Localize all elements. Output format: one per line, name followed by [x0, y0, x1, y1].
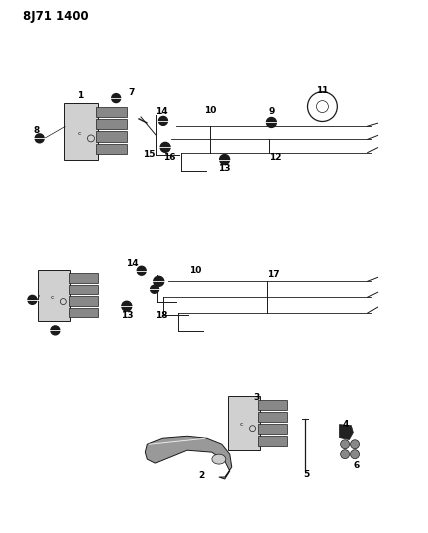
- FancyBboxPatch shape: [39, 270, 70, 321]
- Text: 10: 10: [189, 266, 201, 275]
- FancyBboxPatch shape: [258, 424, 287, 434]
- Text: 9: 9: [268, 107, 275, 116]
- FancyBboxPatch shape: [96, 144, 127, 155]
- Text: 1: 1: [77, 92, 83, 101]
- Text: c: c: [77, 131, 81, 136]
- Circle shape: [154, 276, 163, 286]
- Circle shape: [158, 116, 167, 125]
- Text: 13: 13: [121, 311, 133, 320]
- Circle shape: [122, 301, 132, 311]
- FancyBboxPatch shape: [228, 396, 259, 449]
- Circle shape: [341, 450, 350, 458]
- Circle shape: [35, 134, 44, 143]
- FancyBboxPatch shape: [258, 400, 287, 410]
- Text: 17: 17: [267, 270, 280, 279]
- Text: 7: 7: [128, 88, 134, 98]
- Text: 16: 16: [163, 154, 175, 163]
- Circle shape: [341, 440, 350, 449]
- Text: 18: 18: [155, 311, 167, 320]
- Circle shape: [137, 266, 146, 275]
- Text: c: c: [51, 295, 54, 300]
- Text: 5: 5: [303, 470, 310, 479]
- FancyBboxPatch shape: [258, 436, 287, 446]
- Text: 10: 10: [204, 106, 216, 115]
- Text: 2: 2: [198, 471, 204, 480]
- Circle shape: [112, 94, 121, 102]
- Text: 13: 13: [218, 164, 231, 173]
- Text: 15: 15: [143, 150, 156, 159]
- Text: 11: 11: [316, 86, 329, 95]
- Circle shape: [28, 295, 37, 304]
- Text: 6: 6: [354, 461, 360, 470]
- Text: 8: 8: [33, 126, 40, 135]
- FancyBboxPatch shape: [96, 132, 127, 142]
- Text: 4: 4: [343, 420, 349, 429]
- FancyBboxPatch shape: [69, 273, 98, 282]
- Text: 14: 14: [155, 107, 167, 116]
- FancyBboxPatch shape: [69, 308, 98, 317]
- FancyBboxPatch shape: [96, 107, 127, 117]
- Circle shape: [351, 450, 360, 458]
- FancyBboxPatch shape: [64, 103, 98, 160]
- Ellipse shape: [212, 454, 226, 464]
- Text: 14: 14: [126, 260, 139, 268]
- Circle shape: [51, 326, 60, 335]
- FancyBboxPatch shape: [69, 285, 98, 294]
- Circle shape: [160, 142, 170, 152]
- Circle shape: [351, 440, 360, 449]
- Text: 12: 12: [269, 154, 282, 163]
- Polygon shape: [146, 437, 232, 479]
- Circle shape: [151, 285, 159, 293]
- Circle shape: [267, 117, 276, 127]
- FancyBboxPatch shape: [69, 296, 98, 305]
- FancyBboxPatch shape: [96, 119, 127, 130]
- Circle shape: [220, 155, 229, 165]
- Polygon shape: [339, 425, 354, 440]
- Text: 8J71 1400: 8J71 1400: [23, 10, 89, 22]
- FancyBboxPatch shape: [258, 413, 287, 422]
- Text: 3: 3: [253, 393, 260, 402]
- Text: c: c: [240, 422, 244, 427]
